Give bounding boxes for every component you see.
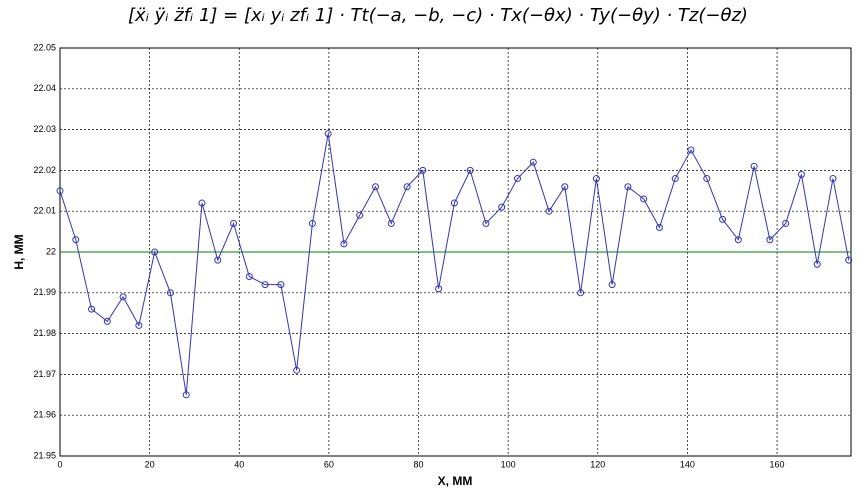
data-point bbox=[308, 219, 316, 227]
data-point bbox=[166, 289, 174, 297]
data-point bbox=[151, 248, 159, 256]
data-point bbox=[703, 175, 711, 183]
x-tick-label: 60 bbox=[324, 459, 334, 469]
data-point bbox=[766, 236, 774, 244]
y-tick-label: 22.05 bbox=[33, 42, 56, 52]
data-point bbox=[135, 321, 143, 329]
y-tick-label: 21.97 bbox=[33, 369, 56, 379]
data-point bbox=[561, 183, 569, 191]
data-point bbox=[750, 162, 758, 170]
data-point bbox=[829, 175, 837, 183]
data-point bbox=[419, 166, 427, 174]
data-point bbox=[356, 211, 364, 219]
y-tick-label: 22 bbox=[46, 246, 56, 256]
data-point bbox=[435, 285, 443, 293]
x-axis-label: X, MM bbox=[438, 474, 473, 488]
y-tick-label: 21.96 bbox=[33, 410, 56, 420]
data-point bbox=[261, 281, 269, 289]
y-axis-label: H, MM bbox=[12, 234, 26, 269]
y-tick-label: 21.98 bbox=[33, 328, 56, 338]
data-point bbox=[655, 224, 663, 232]
data-point bbox=[782, 219, 790, 227]
data-point bbox=[182, 391, 190, 399]
data-point bbox=[324, 130, 332, 138]
data-point bbox=[529, 158, 537, 166]
data-point bbox=[230, 219, 238, 227]
data-point bbox=[387, 219, 395, 227]
data-point bbox=[72, 236, 80, 244]
data-point bbox=[640, 195, 648, 203]
data-point bbox=[403, 183, 411, 191]
data-point bbox=[592, 175, 600, 183]
data-point bbox=[498, 203, 506, 211]
y-tick-label: 22.02 bbox=[33, 165, 56, 175]
x-tick-label: 160 bbox=[770, 459, 785, 469]
data-point bbox=[797, 170, 805, 178]
data-point bbox=[687, 146, 695, 154]
y-tick-label: 21.99 bbox=[33, 287, 56, 297]
data-point bbox=[214, 256, 222, 264]
x-tick-label: 20 bbox=[145, 459, 155, 469]
data-point bbox=[56, 187, 64, 195]
data-point bbox=[450, 199, 458, 207]
y-tick-label: 22.03 bbox=[33, 124, 56, 134]
x-tick-label: 0 bbox=[57, 459, 62, 469]
x-tick-label: 120 bbox=[590, 459, 605, 469]
data-point bbox=[719, 215, 727, 223]
data-point bbox=[245, 272, 253, 280]
data-point bbox=[624, 183, 632, 191]
data-point bbox=[119, 293, 127, 301]
x-tick-label: 100 bbox=[501, 459, 516, 469]
chart-title: [ẍᵢ ÿᵢ z̈fᵢ 1] = [xᵢ yᵢ zfᵢ 1] · Tt(−a, … bbox=[128, 5, 748, 26]
x-tick-label: 40 bbox=[234, 459, 244, 469]
y-tick-label: 21.95 bbox=[33, 450, 56, 460]
data-point bbox=[466, 166, 474, 174]
data-point bbox=[482, 219, 490, 227]
data-point bbox=[198, 199, 206, 207]
y-tick-label: 22.01 bbox=[33, 206, 56, 216]
data-point bbox=[513, 175, 521, 183]
x-tick-label: 140 bbox=[680, 459, 695, 469]
y-tick-label: 22.04 bbox=[33, 83, 56, 93]
data-point bbox=[671, 175, 679, 183]
data-point bbox=[813, 260, 821, 268]
data-point bbox=[734, 236, 742, 244]
data-point bbox=[845, 256, 853, 264]
data-point bbox=[340, 240, 348, 248]
data-point bbox=[577, 289, 585, 297]
data-point bbox=[545, 207, 553, 215]
data-point bbox=[608, 281, 616, 289]
data-line bbox=[59, 133, 850, 395]
data-point bbox=[293, 366, 301, 374]
data-point bbox=[103, 317, 111, 325]
x-tick-label: 80 bbox=[414, 459, 424, 469]
data-point bbox=[372, 183, 380, 191]
data-point bbox=[88, 305, 96, 313]
data-point bbox=[277, 281, 285, 289]
